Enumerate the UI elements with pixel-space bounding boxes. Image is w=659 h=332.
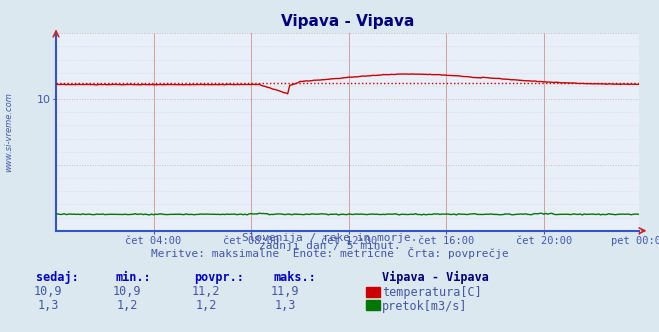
Text: 1,3: 1,3 [275,299,296,312]
Text: 1,2: 1,2 [117,299,138,312]
Text: 1,3: 1,3 [38,299,59,312]
Text: www.si-vreme.com: www.si-vreme.com [4,92,13,172]
Text: Meritve: maksimalne  Enote: metrične  Črta: povprečje: Meritve: maksimalne Enote: metrične Črta… [151,247,508,259]
Text: 11,2: 11,2 [192,286,221,298]
Text: Vipava - Vipava: Vipava - Vipava [382,271,489,284]
Text: maks.:: maks.: [273,271,316,284]
Text: 11,9: 11,9 [271,286,300,298]
Text: povpr.:: povpr.: [194,271,244,284]
Text: min.:: min.: [115,271,151,284]
Text: Slovenija / reke in morje.: Slovenija / reke in morje. [242,233,417,243]
Text: 1,2: 1,2 [196,299,217,312]
Text: 10,9: 10,9 [113,286,142,298]
Text: 10,9: 10,9 [34,286,63,298]
Text: sedaj:: sedaj: [36,271,79,284]
Text: zadnji dan / 5 minut.: zadnji dan / 5 minut. [258,241,401,251]
Text: pretok[m3/s]: pretok[m3/s] [382,299,468,313]
Text: temperatura[C]: temperatura[C] [382,286,482,299]
Title: Vipava - Vipava: Vipava - Vipava [281,14,415,29]
